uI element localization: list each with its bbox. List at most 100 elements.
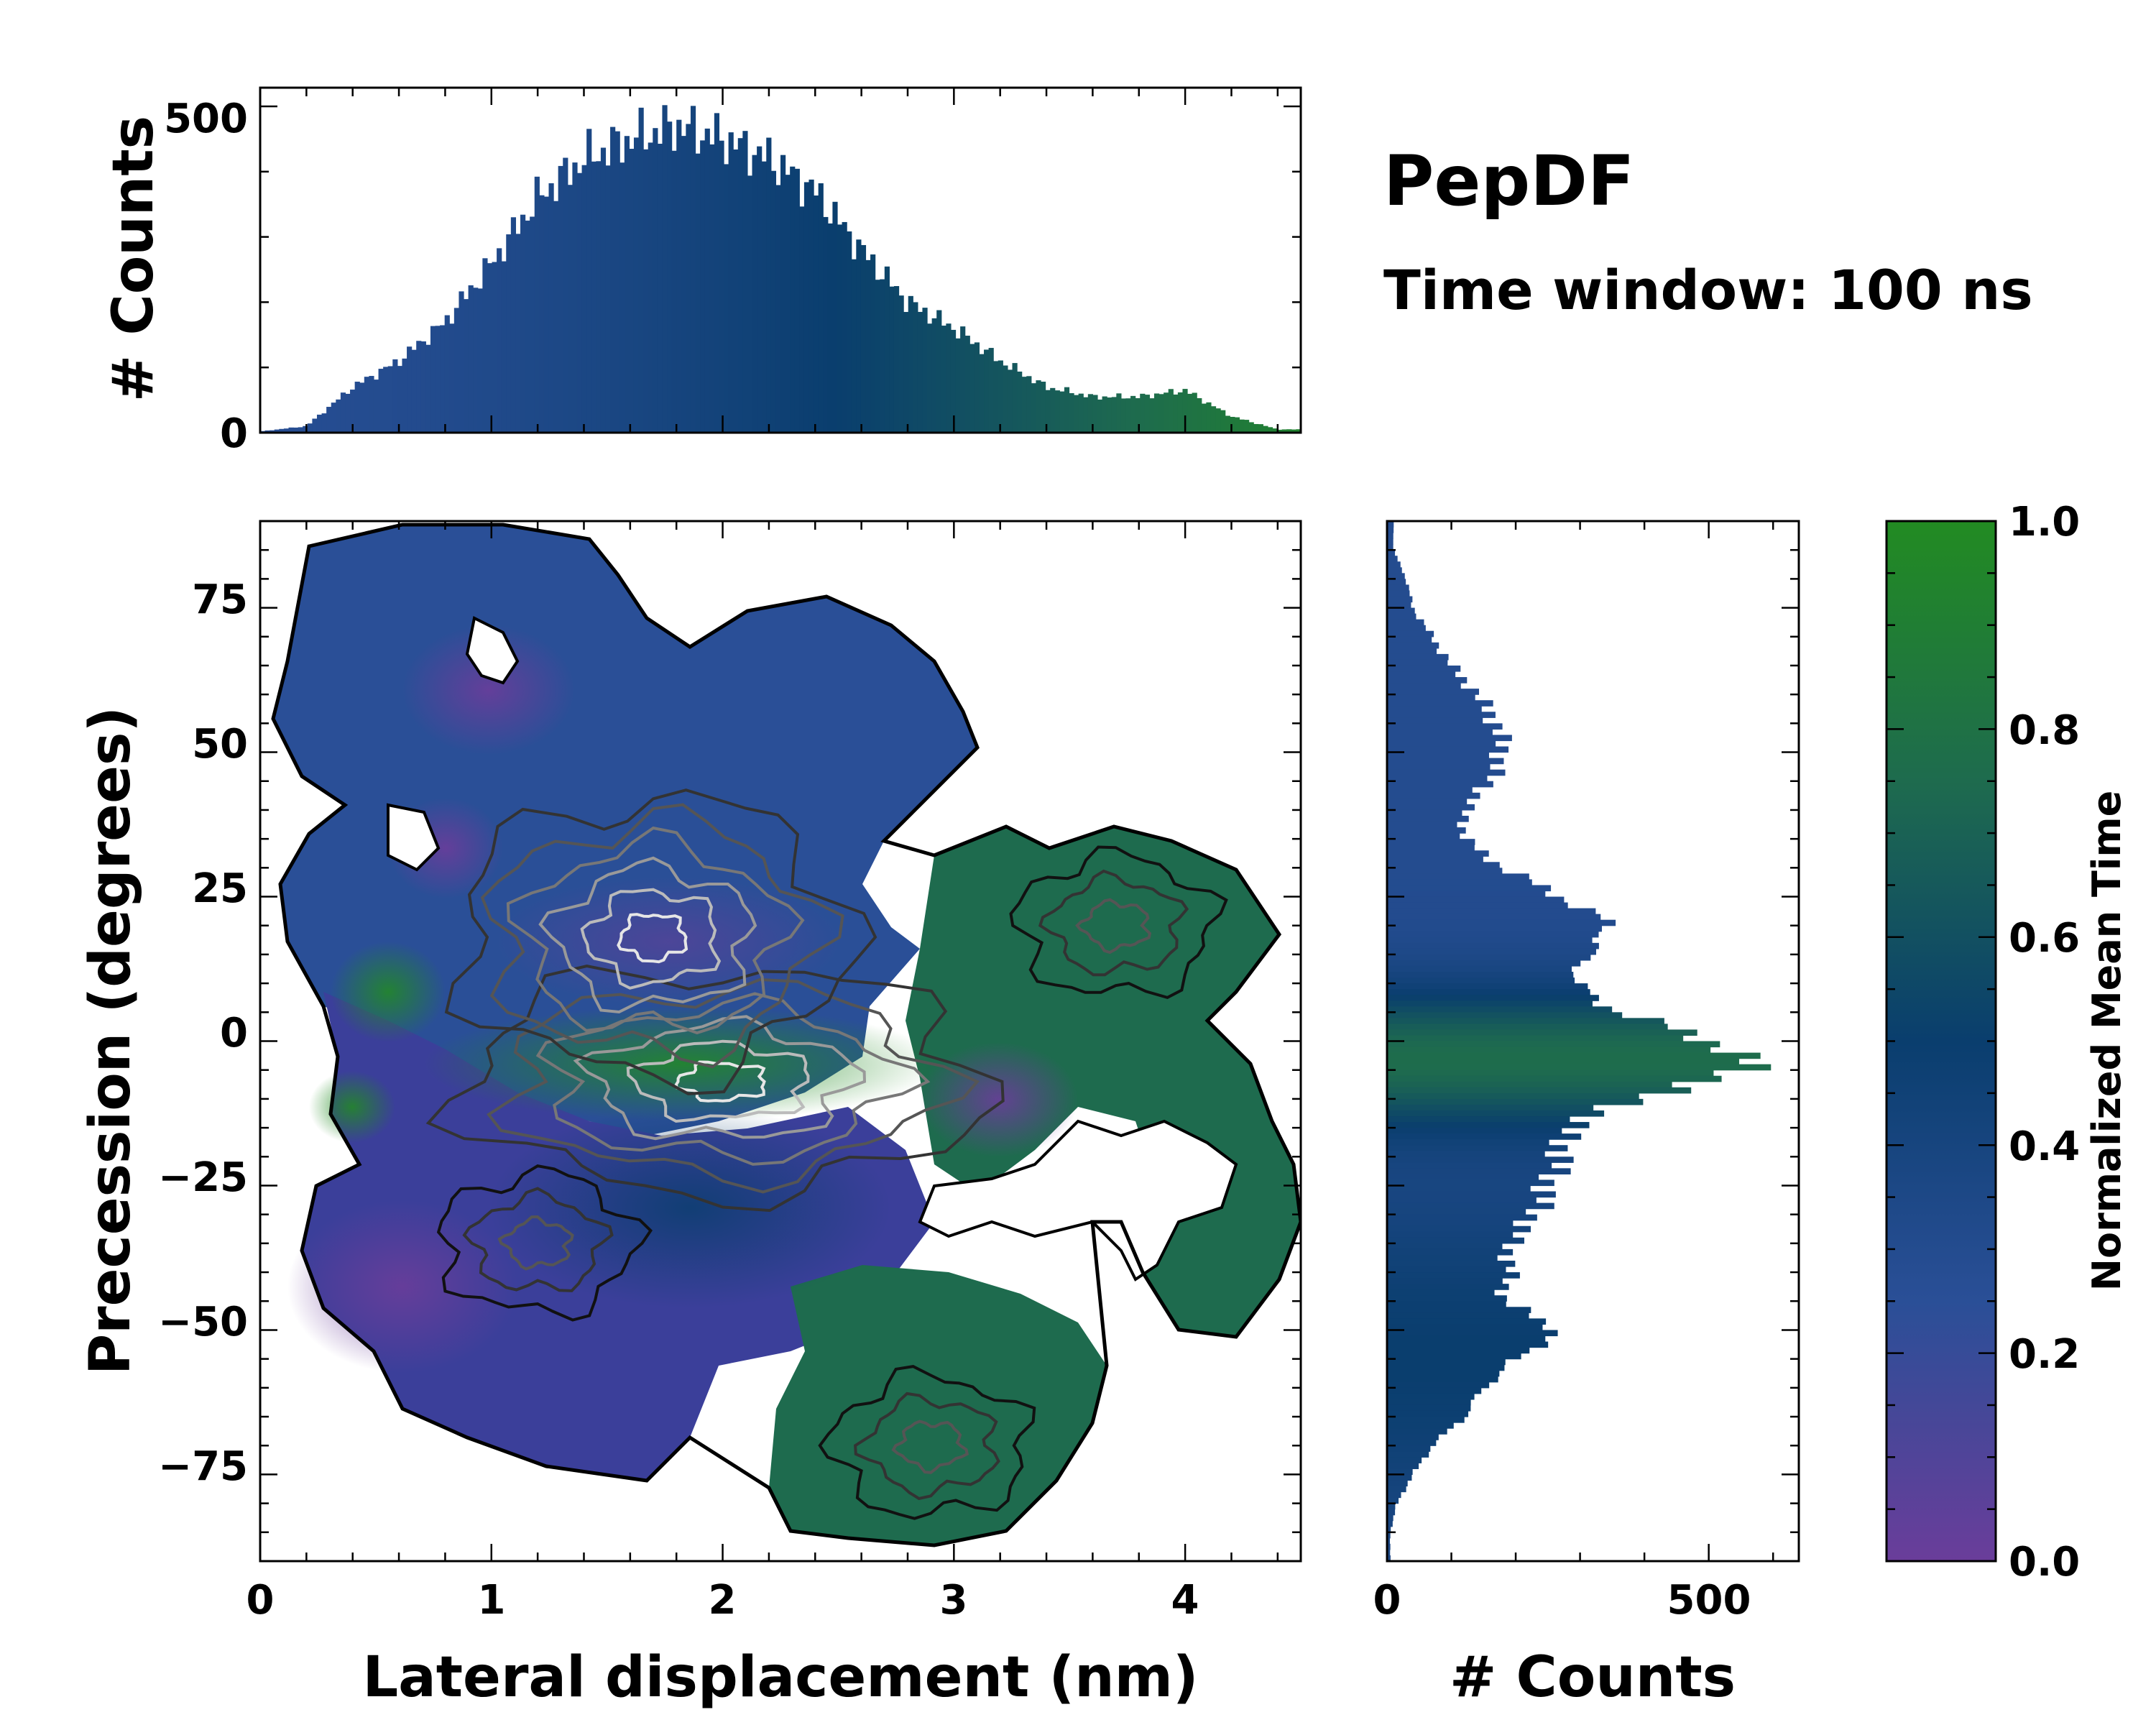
- top-hist-bar: [799, 206, 805, 433]
- top-hist-bar: [563, 157, 568, 433]
- empty-hole-top: [465, 616, 520, 685]
- top-hist-bar: [1206, 402, 1212, 433]
- top-hist-bar: [1074, 395, 1079, 433]
- top-hist-bar: [307, 423, 313, 433]
- right-hist-bar: [1387, 763, 1491, 770]
- right-hist-bar: [1387, 671, 1456, 678]
- top-hist-bar: [506, 234, 512, 433]
- purple-patch-top: [402, 625, 575, 755]
- right-hist-bar: [1387, 781, 1493, 788]
- right-hist-bar: [1387, 1358, 1506, 1366]
- top-hist-bar: [624, 136, 630, 433]
- top-hist-bar: [709, 144, 715, 433]
- top-hist-bar: [340, 392, 346, 433]
- cbar-tick-0.2: 0.2: [2009, 1331, 2080, 1378]
- right-hist-bar: [1387, 1220, 1514, 1227]
- right-hist-bar: [1387, 723, 1503, 730]
- top-hist-bar: [803, 182, 810, 433]
- density-contour-line: [1038, 869, 1189, 977]
- top-hist-bar: [884, 266, 890, 433]
- right-hist-bar: [1387, 786, 1473, 794]
- right-hist-bar: [1387, 914, 1601, 921]
- top-hist-bar: [941, 326, 946, 433]
- top-hist-bar: [1003, 365, 1008, 433]
- top-hist-bar: [425, 344, 431, 433]
- top-hist-bar: [1031, 383, 1037, 433]
- top-hist-bar: [605, 165, 611, 433]
- right-hist-bar: [1387, 1116, 1570, 1123]
- top-hist-bar: [270, 430, 275, 433]
- top-hist-bar: [690, 106, 696, 433]
- top-hist-bar: [1059, 391, 1065, 433]
- right-hist-bar: [1387, 978, 1575, 984]
- right-hist-bar: [1387, 1341, 1549, 1348]
- right-hist-bar: [1387, 942, 1599, 949]
- top-hist-bar: [946, 323, 952, 433]
- right-hist-bar: [1387, 1006, 1613, 1013]
- top-hist-bar: [860, 244, 867, 433]
- top-hist-bar: [737, 138, 743, 433]
- top-hist-bar: [293, 427, 299, 433]
- right-hist-bar: [1387, 1128, 1562, 1134]
- top-histogram-ticks: [259, 88, 1301, 434]
- top-hist-bar: [998, 360, 1003, 433]
- top-hist-ytick-0: 0: [220, 410, 248, 457]
- right-hist-bar: [1387, 1434, 1439, 1440]
- right-hist-bar: [1387, 1254, 1498, 1261]
- top-hist-bar: [875, 280, 880, 433]
- top-hist-bar: [1007, 369, 1013, 433]
- top-hist-bar: [1281, 429, 1287, 433]
- green-patch-far-left: [309, 1071, 395, 1143]
- right-hist-bar: [1387, 706, 1482, 712]
- right-hist-bar: [1387, 648, 1437, 655]
- top-hist-bar: [724, 164, 729, 433]
- top-hist-bar: [359, 382, 365, 433]
- top-hist-bar: [1258, 424, 1263, 433]
- right-hist-bar: [1387, 1555, 1391, 1562]
- top-hist-bar: [501, 261, 507, 433]
- right-hist-bar: [1387, 1549, 1391, 1556]
- density-contour-line: [462, 1187, 614, 1292]
- top-hist-bar: [1291, 429, 1297, 433]
- top-hist-bar: [279, 428, 285, 433]
- right-hist-bar: [1387, 960, 1581, 967]
- right-hist-bar: [1387, 1335, 1546, 1343]
- right-hist-bar: [1387, 1514, 1393, 1522]
- top-hist-bar: [931, 318, 937, 433]
- main-heatmap-ticks: [259, 520, 1301, 1563]
- ytick-neg50: −50: [158, 1299, 248, 1346]
- right-hist-bar: [1387, 527, 1394, 533]
- right-hist-bar: [1387, 1376, 1498, 1383]
- density-contour-line: [891, 1420, 969, 1474]
- cbar-tick-0.8: 0.8: [2009, 707, 2080, 754]
- top-hist-bar: [430, 326, 436, 433]
- density-contour-line: [674, 1060, 766, 1103]
- right-hist-bar: [1387, 1312, 1529, 1319]
- density-contour-line: [444, 788, 877, 1095]
- top-hist-bar: [964, 336, 970, 433]
- top-hist-bar: [927, 323, 933, 433]
- top-hist-bar: [913, 302, 918, 433]
- top-hist-bar: [780, 155, 786, 433]
- right-hist-bar: [1387, 579, 1406, 586]
- top-hist-bar: [832, 201, 838, 433]
- top-hist-bar: [747, 175, 753, 433]
- right-hist-bar: [1387, 1284, 1509, 1290]
- right-hist-bar: [1387, 833, 1460, 840]
- top-hist-bar: [851, 259, 857, 433]
- top-hist-bar: [1045, 390, 1051, 433]
- top-hist-bar: [591, 161, 596, 433]
- top-hist-bar: [785, 175, 791, 433]
- right-hist-bar: [1387, 1410, 1469, 1417]
- top-hist-ytick-500: 500: [164, 96, 248, 142]
- top-hist-bar: [648, 142, 653, 433]
- xtick-0: 0: [247, 1577, 275, 1624]
- right-hist-bar: [1387, 1145, 1568, 1151]
- top-hist-bar: [1239, 419, 1245, 433]
- top-hist-bar: [553, 201, 559, 433]
- top-hist-bar: [1026, 376, 1032, 433]
- right-hist-bar: [1387, 1018, 1664, 1024]
- right-hist-bar: [1387, 1543, 1391, 1550]
- top-hist-bar: [473, 288, 479, 433]
- top-hist-bar: [979, 354, 985, 433]
